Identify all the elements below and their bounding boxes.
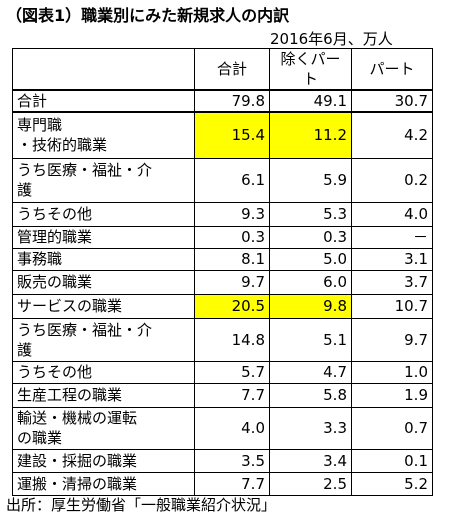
cell: 5.3 [269, 201, 352, 227]
row: 輸送・機械の運転 の職業 4.0 3.3 0.7 [12, 406, 433, 450]
header-cell: 除くパート [269, 48, 352, 91]
row-label: 運搬・清掃の職業 [12, 471, 195, 496]
cell: 5.1 [269, 317, 352, 362]
cell: 10.7 [351, 293, 433, 319]
cell: 4.2 [351, 111, 433, 159]
header-cell: 合計 [194, 48, 270, 91]
cell: 3.4 [269, 448, 352, 473]
row: 専門職 ・技術的職業 15.4 11.2 4.2 [12, 111, 433, 159]
cell: 5.0 [269, 247, 352, 271]
cell: 6.0 [269, 269, 352, 295]
row-label: 合計 [12, 89, 195, 113]
cell: 79.8 [194, 89, 270, 113]
row: 合計 79.8 49.1 30.7 [12, 89, 433, 113]
row: 建設・採掘の職業 3.5 3.4 0.1 [12, 448, 433, 473]
cell: 6.1 [194, 157, 270, 203]
header-cell [12, 48, 195, 91]
row-label: うち医療・福祉・介 護 [12, 317, 195, 362]
cell: 4.7 [269, 360, 352, 384]
cell: 9.3 [194, 201, 270, 227]
cell: 3.5 [194, 448, 270, 473]
cell: 5.7 [194, 360, 270, 384]
subtitle: 2016年6月、万人 [270, 30, 393, 48]
cell: 4.0 [351, 201, 433, 227]
cell: 14.8 [194, 317, 270, 362]
row: うち医療・福祉・介 護 14.8 5.1 9.7 [12, 317, 433, 362]
row-label: 管理的職業 [12, 225, 195, 249]
row: 販売の職業 9.7 6.0 3.7 [12, 269, 433, 295]
cell: 1.0 [351, 360, 433, 384]
cell: － [351, 225, 433, 249]
cell: 2.5 [269, 471, 352, 496]
header-row: 合計 除くパート パート [12, 48, 433, 91]
cell: 5.9 [269, 157, 352, 203]
source: 出所：厚生労働省「一般職業紹介状況」 [6, 496, 277, 514]
row-label: 専門職 ・技術的職業 [12, 111, 195, 159]
header-cell: パート [351, 48, 433, 91]
cell: 9.7 [351, 317, 433, 362]
cell: 0.3 [194, 225, 270, 249]
cell: 15.4 [194, 111, 270, 159]
row: 管理的職業 0.3 0.3 － [12, 225, 433, 249]
row: うち医療・福祉・介 護 6.1 5.9 0.2 [12, 157, 433, 203]
cell: 20.5 [194, 293, 270, 319]
cell: 8.1 [194, 247, 270, 271]
cell: 7.7 [194, 382, 270, 408]
row: 運搬・清掃の職業 7.7 2.5 5.2 [12, 471, 433, 496]
cell: 3.7 [351, 269, 433, 295]
row-label: 販売の職業 [12, 269, 195, 295]
cell: 49.1 [269, 89, 352, 113]
cell: 0.7 [351, 406, 433, 450]
row-label: 事務職 [12, 247, 195, 271]
cell: 0.3 [269, 225, 352, 249]
table: 合計 除くパート パート 合計 79.8 49.1 30.7 専門職 ・技術的職業 15.4 11… [12, 48, 433, 496]
cell: 30.7 [351, 89, 433, 113]
cell: 3.3 [269, 406, 352, 450]
cell: 1.9 [351, 382, 433, 408]
cell: 9.7 [194, 269, 270, 295]
row-label: サービスの職業 [12, 293, 195, 319]
row-label: 輸送・機械の運転 の職業 [12, 406, 195, 450]
row-label: うちその他 [12, 201, 195, 227]
row-label: 生産工程の職業 [12, 382, 195, 408]
cell: 0.1 [351, 448, 433, 473]
cell: 5.8 [269, 382, 352, 408]
cell: 5.2 [351, 471, 433, 496]
cell: 3.1 [351, 247, 433, 271]
cell: 4.0 [194, 406, 270, 450]
row: 生産工程の職業 7.7 5.8 1.9 [12, 382, 433, 408]
row: うちその他 9.3 5.3 4.0 [12, 201, 433, 227]
cell: 7.7 [194, 471, 270, 496]
cell: 0.2 [351, 157, 433, 203]
row: 事務職 8.1 5.0 3.1 [12, 247, 433, 271]
row-label: うちその他 [12, 360, 195, 384]
row: サービスの職業 20.5 9.8 10.7 [12, 293, 433, 319]
row: うちその他 5.7 4.7 1.0 [12, 360, 433, 384]
row-label: うち医療・福祉・介 護 [12, 157, 195, 203]
title: （図表1）職業別にみた新規求人の内訳 [6, 6, 290, 25]
row-label: 建設・採掘の職業 [12, 448, 195, 473]
cell: 11.2 [269, 111, 352, 159]
cell: 9.8 [269, 293, 352, 319]
